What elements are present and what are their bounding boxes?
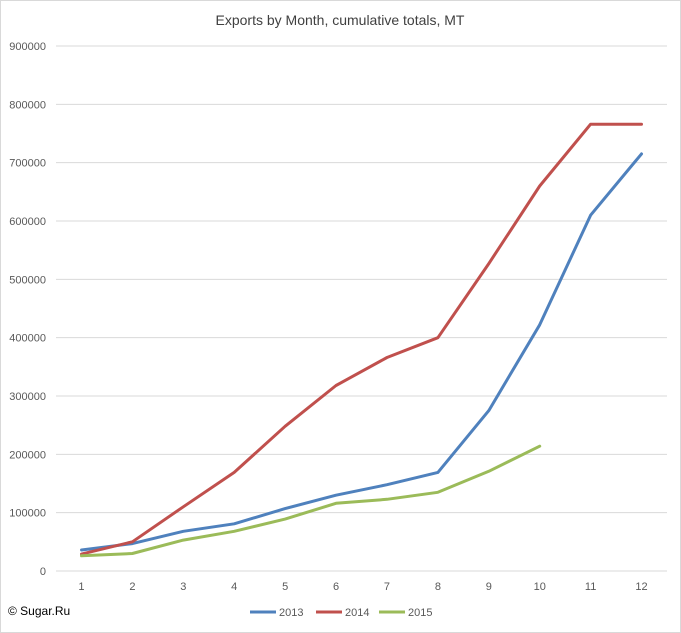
copyright-text: © Sugar.Ru xyxy=(8,604,71,618)
series-line-2015 xyxy=(80,444,542,558)
x-tick-label: 3 xyxy=(180,581,186,593)
series-line-2014 xyxy=(80,122,643,556)
y-tick-label: 800000 xyxy=(9,99,46,111)
y-tick-label: 500000 xyxy=(9,274,46,286)
x-tick-label: 5 xyxy=(282,581,288,593)
y-tick-label: 600000 xyxy=(9,216,46,228)
x-tick-label: 11 xyxy=(585,581,596,593)
x-tick-label: 7 xyxy=(384,581,390,593)
y-tick-label: 100000 xyxy=(9,508,46,520)
chart-title: Exports by Month, cumulative totals, MT xyxy=(216,12,465,28)
x-tick-label: 4 xyxy=(231,581,237,593)
y-tick-label: 0 xyxy=(40,566,46,578)
legend-item-2014: 2014 xyxy=(316,607,369,619)
gridlines xyxy=(56,45,667,572)
legend: 2013 2014 2015 xyxy=(250,607,432,619)
y-tick-label: 200000 xyxy=(9,449,46,461)
x-tick-label: 9 xyxy=(486,581,492,593)
x-tick-label: 1 xyxy=(78,581,84,593)
legend-label: 2013 xyxy=(279,607,303,619)
legend-item-2013: 2013 xyxy=(250,607,303,619)
y-tick-label: 900000 xyxy=(9,41,46,53)
legend-label: 2014 xyxy=(345,607,369,619)
y-tick-label: 700000 xyxy=(9,158,46,170)
x-tick-label: 10 xyxy=(534,581,546,593)
series-lines xyxy=(80,122,643,558)
x-tick-label: 12 xyxy=(635,581,647,593)
x-tick-label: 6 xyxy=(333,581,339,593)
legend-label: 2015 xyxy=(408,607,432,619)
series-line-2013 xyxy=(80,152,643,552)
y-axis-ticks: 0 100000 200000 300000 400000 500000 600000 700… xyxy=(9,41,46,578)
x-tick-label: 2 xyxy=(129,581,135,593)
y-tick-label: 400000 xyxy=(9,333,46,345)
y-tick-label: 300000 xyxy=(9,391,46,403)
x-axis-ticks: 1 2 3 4 5 6 7 8 9 10 11 12 xyxy=(78,581,647,593)
legend-item-2015: 2015 xyxy=(379,607,432,619)
x-tick-label: 8 xyxy=(435,581,441,593)
